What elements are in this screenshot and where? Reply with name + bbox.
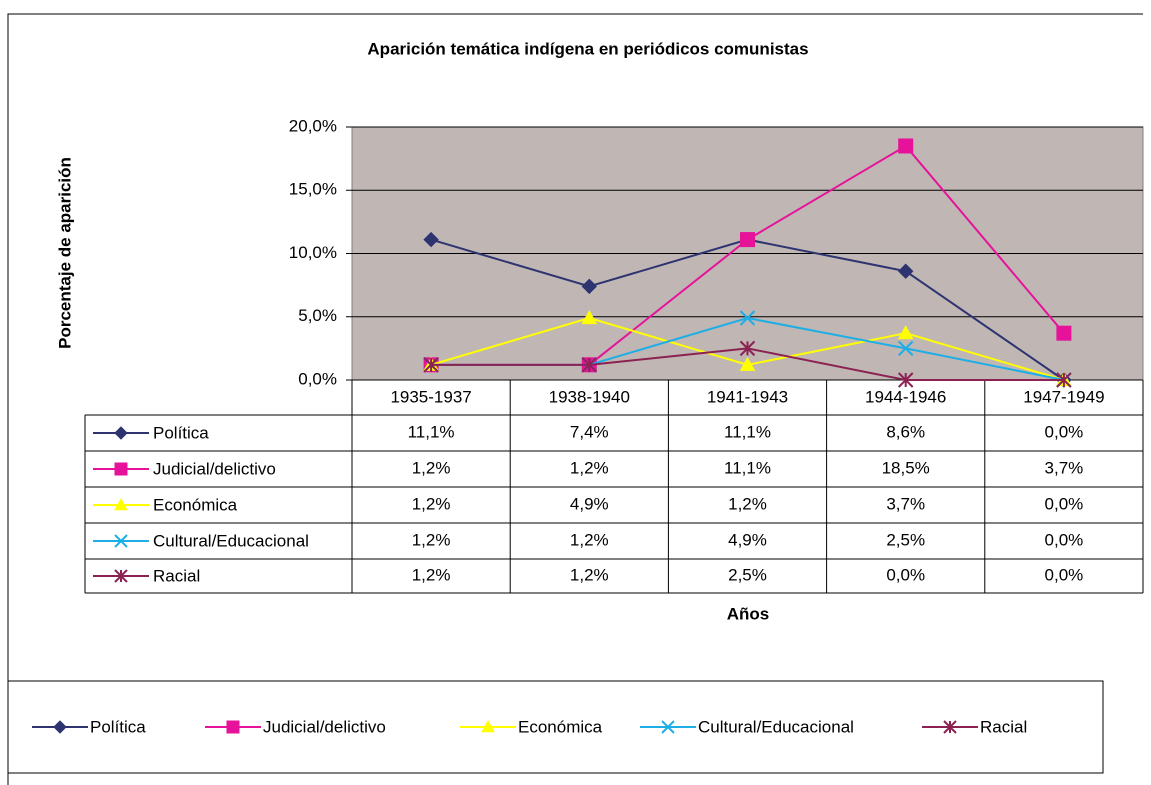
table-cell: 3,7% <box>886 494 925 513</box>
legend-marker <box>53 720 67 734</box>
table-cell: 1,2% <box>728 494 767 513</box>
data-point <box>897 325 914 340</box>
table-cell: 4,9% <box>570 494 609 513</box>
data-point <box>581 278 598 295</box>
table-legend-marker <box>114 497 128 511</box>
table-series-name: Política <box>153 423 209 442</box>
table-cell: 1,2% <box>570 565 609 584</box>
table-legend-marker <box>114 534 128 548</box>
table-cell: 1,2% <box>412 530 451 549</box>
data-point <box>581 309 598 325</box>
table-cell: 1,2% <box>412 458 451 477</box>
data-point <box>898 138 914 154</box>
y-tick-label: 0,0% <box>298 369 337 388</box>
table-cell: 0,0% <box>1045 494 1084 513</box>
x-tick-label: 1944-1946 <box>865 387 946 406</box>
table-legend-marker <box>114 569 128 583</box>
data-point <box>897 340 914 357</box>
legend-label: Racial <box>980 717 1027 736</box>
legend-marker <box>661 720 675 734</box>
data-point <box>897 263 914 279</box>
chart-title: Aparición temática indígena en periódico… <box>367 39 808 58</box>
data-point <box>739 340 756 357</box>
y-tick-label: 20,0% <box>289 116 337 135</box>
table-cell: 1,2% <box>570 458 609 477</box>
table-cell: 2,5% <box>886 530 925 549</box>
x-tick-label: 1947-1949 <box>1023 387 1104 406</box>
table-cell: 2,5% <box>728 565 767 584</box>
table-series-name: Judicial/delictivo <box>153 459 276 478</box>
table-legend-marker <box>114 426 128 440</box>
legend-label: Judicial/delictivo <box>263 717 386 736</box>
chart-frame <box>7 13 1143 785</box>
data-point <box>423 231 439 248</box>
data-point <box>423 357 439 373</box>
legend-marker <box>943 720 957 734</box>
x-axis-title: Años <box>727 604 770 623</box>
y-tick-label: 10,0% <box>289 243 337 262</box>
table-cell: 7,4% <box>570 422 609 441</box>
table-cell: 0,0% <box>1045 565 1084 584</box>
y-tick-label: 15,0% <box>289 180 337 199</box>
table-cell: 0,0% <box>1045 422 1084 441</box>
table-series-name: Económica <box>153 495 238 514</box>
table-cell: 0,0% <box>1045 530 1084 549</box>
legend-marker <box>481 719 495 733</box>
legend-label: Económica <box>518 717 603 736</box>
data-point <box>740 232 755 248</box>
data-point <box>581 357 598 373</box>
table-cell: 11,1% <box>724 458 771 477</box>
table-cell: 18,5% <box>882 458 930 477</box>
table-cell: 11,1% <box>408 422 455 441</box>
x-tick-label: 1935-1937 <box>390 387 471 406</box>
table-cell: 1,2% <box>570 530 609 549</box>
data-point <box>739 310 756 326</box>
table-cell: 4,9% <box>728 530 767 549</box>
data-point <box>739 356 756 371</box>
legend-label: Política <box>90 717 146 736</box>
data-point <box>1056 372 1072 388</box>
legend-label: Cultural/Educacional <box>698 717 854 736</box>
legend-marker <box>226 720 240 734</box>
x-tick-label: 1938-1940 <box>549 387 630 406</box>
table-cell: 8,6% <box>886 422 925 441</box>
table-cell: 1,2% <box>412 565 451 584</box>
x-tick-label: 1941-1943 <box>707 387 788 406</box>
data-point <box>897 372 914 388</box>
table-series-name: Cultural/Educacional <box>153 531 309 550</box>
table-legend-marker <box>114 462 128 476</box>
data-point <box>1056 325 1072 341</box>
table-series-name: Racial <box>153 566 200 585</box>
table-cell: 0,0% <box>886 565 925 584</box>
table-cell: 11,1% <box>724 422 771 441</box>
y-tick-label: 5,0% <box>298 306 337 325</box>
table-cell: 1,2% <box>412 494 451 513</box>
table-cell: 3,7% <box>1045 458 1084 477</box>
legend-box <box>7 680 1104 774</box>
y-axis-title: Porcentaje de aparición <box>55 157 74 349</box>
